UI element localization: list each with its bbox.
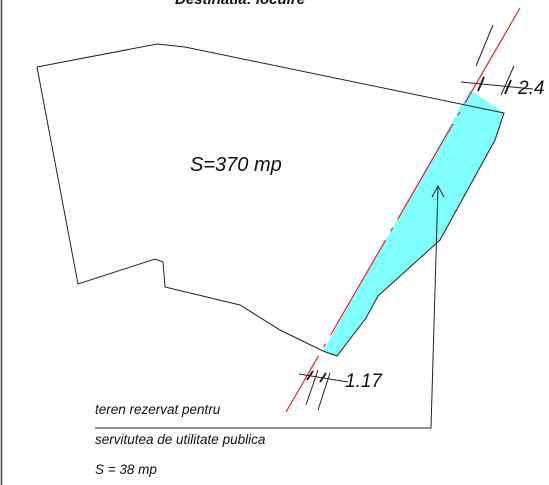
bottom-dimension-tick-2 — [319, 372, 327, 383]
dimension-label-bottom: 1.17 — [345, 371, 383, 392]
leader-arrow-head — [431, 184, 445, 198]
note-line-1: teren rezervat pentru — [95, 402, 221, 417]
bottom-dimension-extension-1 — [305, 369, 319, 406]
note-line-3: S = 38 mp — [95, 462, 157, 477]
drawing-title: Destinatia: locuire — [175, 0, 305, 8]
parcel-area-label: S=370 mp — [190, 154, 282, 176]
top-dimension-tick-1 — [477, 76, 485, 92]
parcel-boundary — [36, 43, 505, 357]
top-dimension — [460, 24, 534, 96]
top-dimension-tick-2 — [504, 79, 512, 95]
bottom-dimension-tick-1 — [306, 370, 314, 381]
dimension-label-top: 2.4 — [517, 78, 544, 99]
note-line-2: servitutea de utilitate publica — [95, 432, 266, 447]
bottom-dimension — [298, 369, 349, 411]
street-alignment-line — [285, 7, 521, 413]
top-dimension-extension-2 — [500, 65, 515, 96]
top-dimension-line — [460, 81, 534, 90]
easement-strip — [323, 90, 504, 356]
top-dimension-extension-1 — [475, 24, 494, 67]
note-leader-line — [95, 186, 439, 429]
